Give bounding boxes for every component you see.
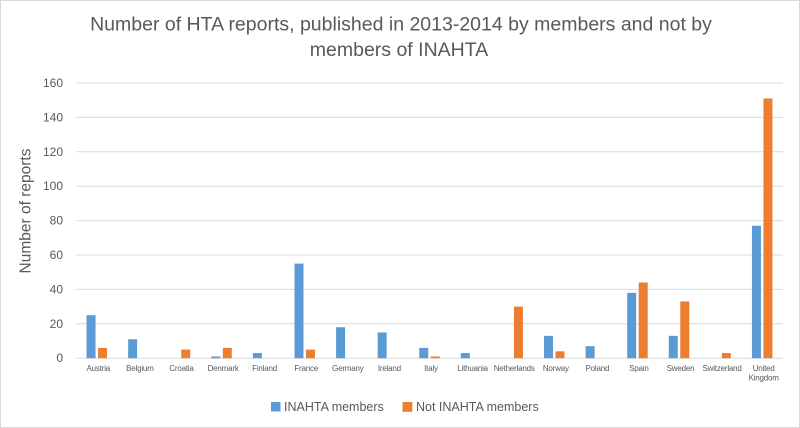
svg-text:160: 160 <box>43 76 63 90</box>
svg-text:Germany: Germany <box>332 364 364 373</box>
svg-text:60: 60 <box>50 248 64 262</box>
svg-text:Croatia: Croatia <box>169 364 194 373</box>
svg-text:Lithuania: Lithuania <box>457 364 488 373</box>
svg-text:Denmark: Denmark <box>208 364 240 373</box>
svg-text:Norway: Norway <box>543 364 569 373</box>
svg-text:Finland: Finland <box>252 364 277 373</box>
svg-text:Number of HTA reports, publish: Number of HTA reports, published in 2013… <box>90 14 712 36</box>
svg-text:Italy: Italy <box>424 364 438 373</box>
svg-text:120: 120 <box>43 145 63 159</box>
svg-text:members of INAHTA: members of INAHTA <box>310 39 488 61</box>
svg-text:80: 80 <box>50 214 64 228</box>
svg-text:Switzerland: Switzerland <box>703 364 742 373</box>
svg-text:Not INAHTA members: Not INAHTA members <box>416 400 539 414</box>
svg-text:INAHTA members: INAHTA members <box>284 400 384 414</box>
svg-text:Belgium: Belgium <box>126 364 154 373</box>
svg-text:Ireland: Ireland <box>378 364 401 373</box>
svg-text:140: 140 <box>43 110 63 124</box>
svg-text:Number of reports: Number of reports <box>18 148 35 273</box>
svg-text:40: 40 <box>50 282 64 296</box>
svg-text:Sweden: Sweden <box>667 364 695 373</box>
svg-text:100: 100 <box>43 179 63 193</box>
svg-text:Kingdom: Kingdom <box>749 374 780 383</box>
svg-text:Netherlands: Netherlands <box>494 364 535 373</box>
svg-text:Spain: Spain <box>629 364 648 373</box>
svg-text:0: 0 <box>56 351 63 365</box>
svg-text:Austria: Austria <box>87 364 111 373</box>
svg-text:20: 20 <box>50 317 64 331</box>
svg-text:Poland: Poland <box>586 364 610 373</box>
svg-text:United: United <box>753 364 775 373</box>
svg-text:France: France <box>294 364 318 373</box>
